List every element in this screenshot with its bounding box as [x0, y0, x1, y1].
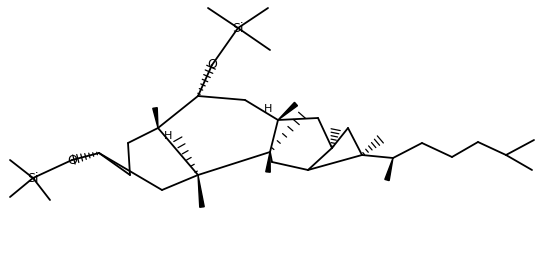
Text: O: O — [67, 153, 77, 166]
Text: Si: Si — [232, 21, 244, 35]
Polygon shape — [266, 152, 270, 172]
Polygon shape — [198, 175, 204, 207]
Text: Si: Si — [27, 172, 39, 184]
Text: H: H — [163, 131, 172, 141]
Polygon shape — [385, 158, 393, 181]
Polygon shape — [153, 108, 158, 128]
Polygon shape — [278, 102, 298, 120]
Text: H: H — [264, 104, 272, 114]
Text: O: O — [207, 58, 217, 72]
